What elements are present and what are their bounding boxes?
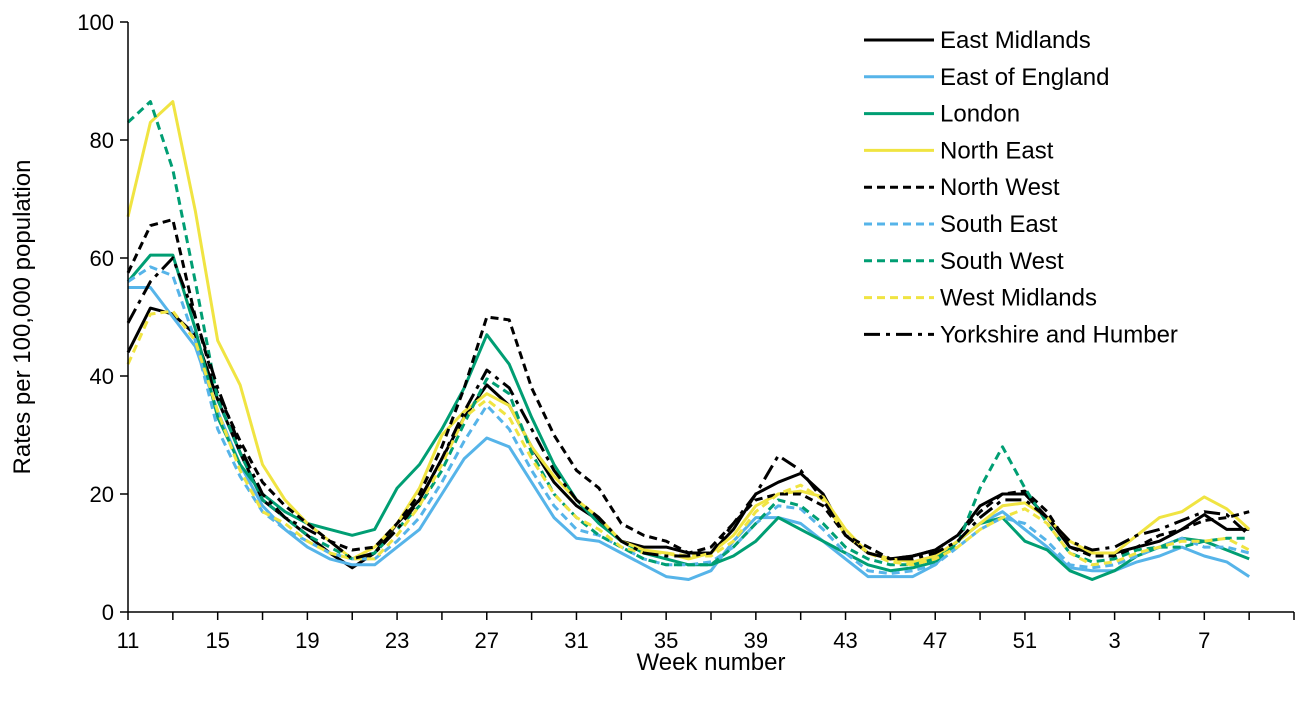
y-tick-label: 0	[102, 600, 114, 625]
x-tick-label: 43	[833, 628, 857, 653]
legend-label: London	[940, 101, 1020, 128]
legend: East Midlands East of England London North …	[864, 27, 1178, 348]
axes: 0 20 40 60 80 100 11 15 19 23 27 31 35 39 43 47 51 3 7	[77, 10, 1295, 653]
plot-lines	[126, 100, 1251, 581]
y-tick-label: 60	[90, 246, 114, 271]
legend-label: West Midlands	[940, 285, 1097, 312]
x-tick-label: 47	[923, 628, 947, 653]
y-tick-label: 80	[90, 128, 114, 153]
x-tick-label: 7	[1198, 628, 1210, 653]
x-tick-label: 3	[1108, 628, 1120, 653]
x-tick-label: 39	[744, 628, 768, 653]
legend-label: North West	[940, 174, 1060, 201]
x-tick-label: 19	[295, 628, 319, 653]
x-tick-label: 27	[475, 628, 499, 653]
legend-label: South West	[940, 248, 1064, 275]
x-tick-label: 31	[564, 628, 588, 653]
series-line-south-west	[126, 100, 1250, 567]
legend-label: North East	[940, 137, 1054, 164]
y-tick-label: 40	[90, 364, 114, 389]
legend-label: South East	[940, 211, 1058, 238]
series-line-south-east	[127, 265, 1250, 576]
y-ticks: 0 20 40 60 80 100	[77, 10, 128, 625]
series-line-north-west	[126, 218, 1250, 561]
series-line-yorkshire-and-humber	[126, 256, 1251, 561]
y-axis-title: Rates per 100,000 population	[9, 160, 36, 475]
legend-label: East of England	[940, 64, 1109, 91]
legend-label: East Midlands	[940, 27, 1091, 54]
x-tick-label: 35	[654, 628, 678, 653]
x-tick-label: 51	[1013, 628, 1037, 653]
x-tick-label: 15	[205, 628, 229, 653]
y-tick-label: 100	[77, 10, 114, 35]
legend-label: Yorkshire and Humber	[940, 321, 1178, 348]
x-axis-title: Week number	[637, 649, 786, 676]
x-tick-label: 23	[385, 628, 409, 653]
x-ticks: 11 15 19 23 27 31 35 39 43 47 51 3 7	[117, 612, 1295, 653]
series-line-east-of-england	[128, 286, 1251, 581]
y-tick-label: 20	[90, 482, 114, 507]
series-line-west-midlands	[126, 309, 1250, 567]
x-tick-label: 11	[117, 628, 140, 653]
